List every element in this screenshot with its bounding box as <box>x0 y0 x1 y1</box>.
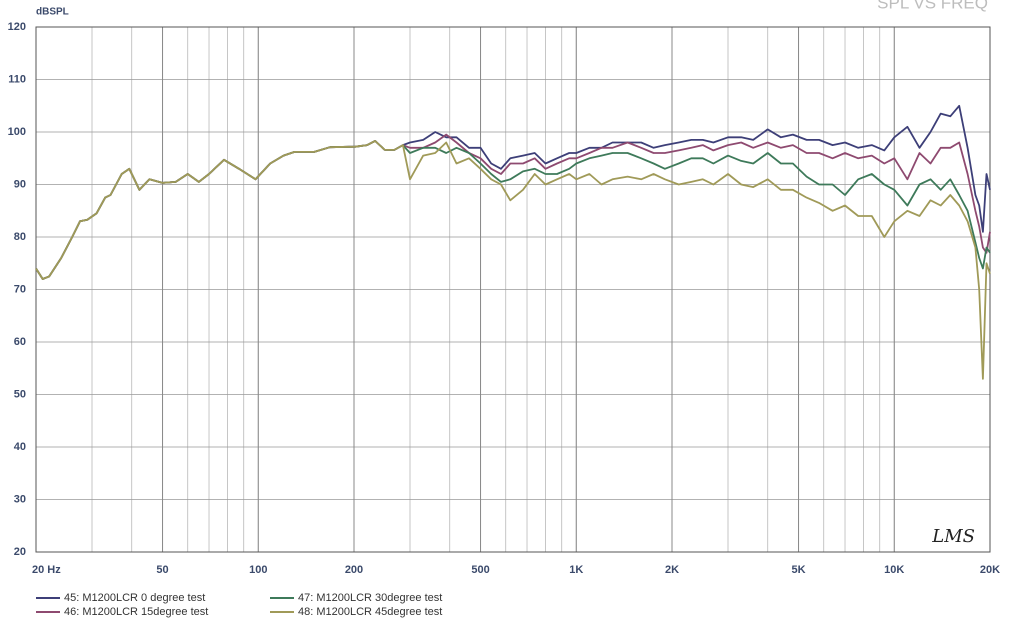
x-tick-label: 500 <box>471 564 489 576</box>
legend-label: 47: M1200LCR 30degree test <box>298 592 442 604</box>
logo: LMS <box>931 526 975 547</box>
y-tick-label: 40 <box>14 441 26 453</box>
x-tick-label: 20K <box>980 564 1000 576</box>
y-tick-label: 120 <box>8 21 26 33</box>
plot-frame <box>35 26 991 553</box>
y-tick-label: 80 <box>14 231 26 243</box>
y-tick-label: 90 <box>14 178 26 190</box>
x-tick-label: 200 <box>345 564 363 576</box>
y-tick-label: 20 <box>14 546 26 558</box>
x-tick-label: 2K <box>665 564 679 576</box>
y-tick-label: 100 <box>8 126 26 138</box>
legend-label: 48: M1200LCR 45degree test <box>298 606 442 618</box>
x-tick-label: 10K <box>884 564 904 576</box>
y-tick-label: 50 <box>14 388 26 400</box>
y-axis-label: dBSPL <box>36 7 69 18</box>
chart-title: SPL VS FREQ <box>877 0 988 12</box>
x-tick-label: 20 Hz <box>32 564 61 576</box>
y-tick-label: 110 <box>8 73 26 85</box>
legend-label: 46: M1200LCR 15degree test <box>64 606 208 618</box>
y-tick-label: 30 <box>14 493 26 505</box>
x-tick-label: 100 <box>249 564 267 576</box>
y-tick-label: 60 <box>14 336 26 348</box>
x-tick-label: 5K <box>792 564 806 576</box>
series-line <box>35 140 991 380</box>
series-line <box>35 140 991 280</box>
x-tick-label: 50 <box>156 564 168 576</box>
x-tick-label: 1K <box>569 564 583 576</box>
y-tick-label: 70 <box>14 283 26 295</box>
legend-label: 45: M1200LCR 0 degree test <box>64 592 205 604</box>
